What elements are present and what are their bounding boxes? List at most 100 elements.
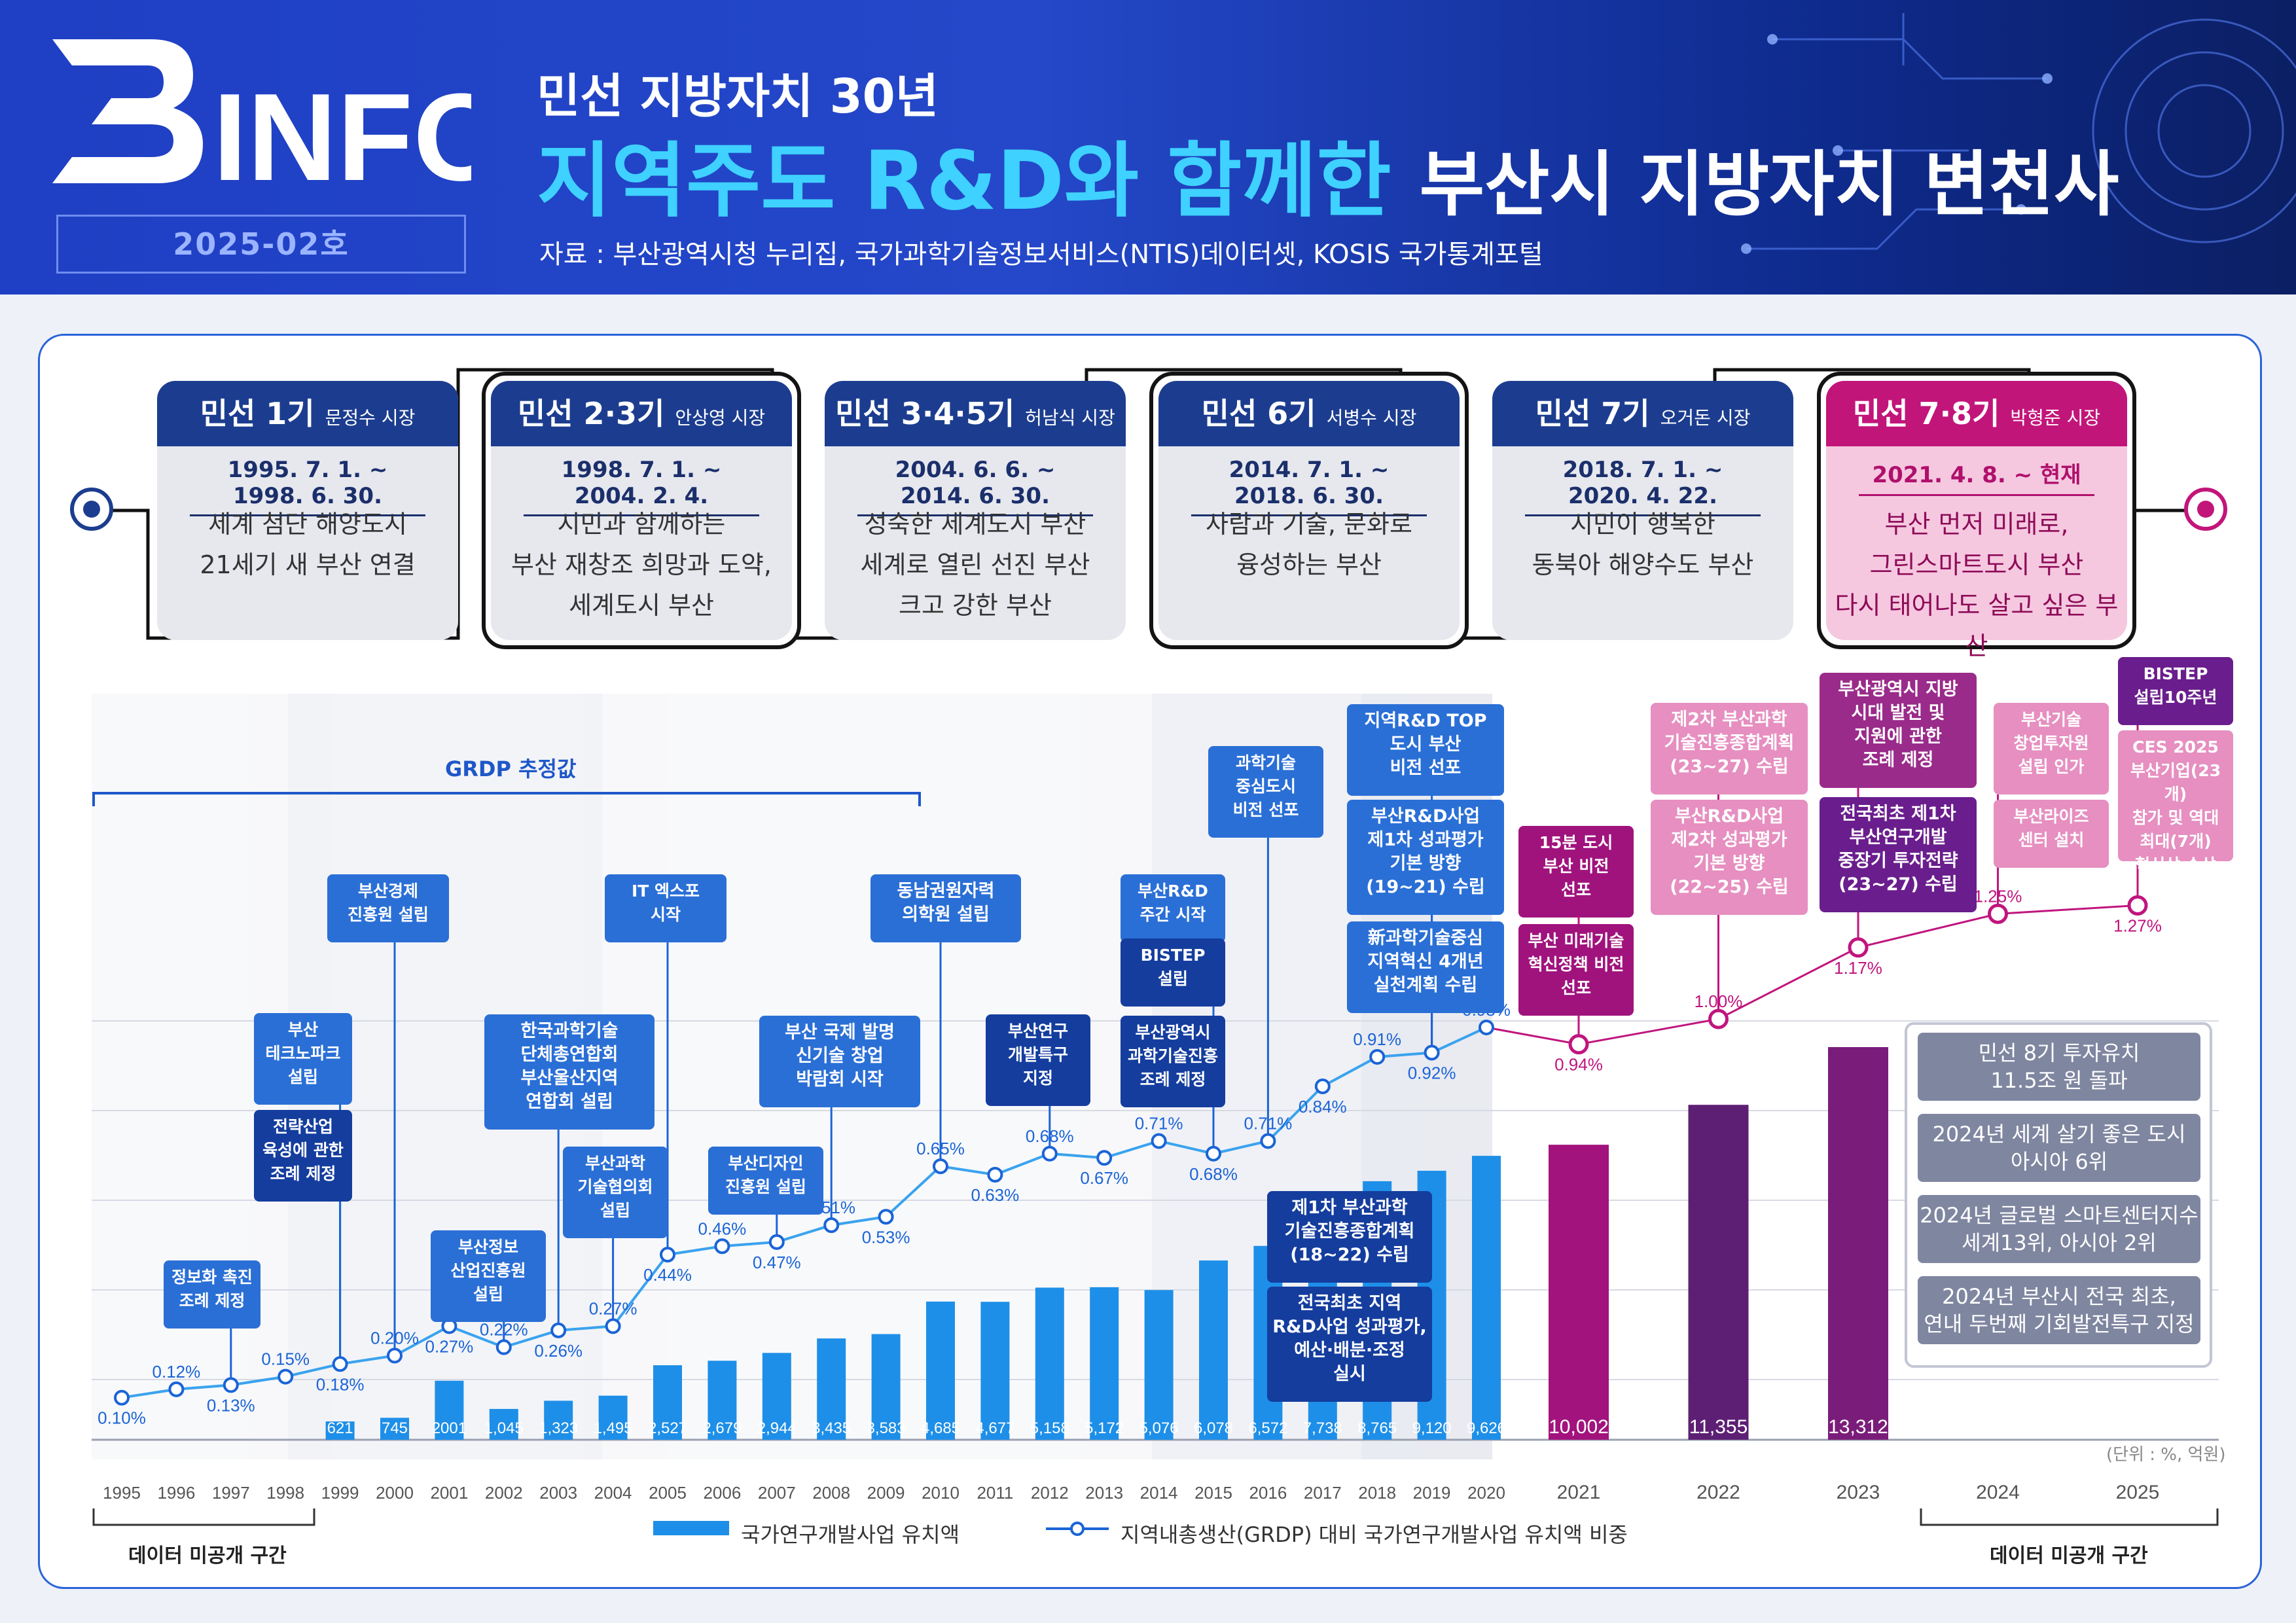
no-data-bracket-left: [92, 1508, 315, 1526]
event-annotation: IT 엑스포 시작: [605, 874, 726, 942]
line-value-label: 0.10%: [98, 1408, 146, 1428]
bar-value-label: 5,172: [1085, 1419, 1124, 1437]
bar: [980, 1302, 1010, 1440]
line-value-label: 1.00%: [1695, 991, 1743, 1011]
no-data-label-right: 데이터 미공개 구간: [1990, 1544, 2148, 1567]
card-slogan: 시민이 행복한 동북아 해양수도 부산: [1532, 510, 1754, 579]
bar-value-label: 1,495: [594, 1419, 633, 1437]
line-value-label: 1.25%: [1974, 886, 2022, 906]
x-tick-label: 2021: [1557, 1482, 1601, 1503]
bar-value-label: 2,679: [702, 1419, 742, 1437]
bar: [1472, 1156, 1501, 1440]
event-annotation: 부산디자인 진흥원 설립: [708, 1147, 823, 1215]
stat-item: 2024년 글로벌 스마트센터지수 세계13위, 아시아 2위: [1918, 1195, 2200, 1263]
line-point: [1424, 1044, 1440, 1061]
source-note: 자료 : 부산광역시청 누리집, 국가과학기술정보서비스(NTIS)데이터셋, …: [539, 240, 1543, 270]
line-value-label: 1.27%: [2113, 916, 2162, 936]
line-point: [114, 1389, 130, 1406]
card-body: 민선 6기 서병수 시장 2014. 7. 1. ~ 2018. 6. 30. 사람…: [1158, 381, 1460, 640]
x-tick-label: 2004: [594, 1483, 632, 1503]
card-body: 민선 7·8기 박형준 시장 2021. 4. 8. ~ 현재 부산 먼저 미래로,…: [1826, 381, 2127, 660]
event-annotation: 부산광역시 과학기술진흥 조례 제정: [1121, 1016, 1225, 1107]
line-path-magenta: [1486, 904, 2138, 1046]
line-point: [605, 1318, 621, 1334]
event-annotation: 부산라이즈 센터 설치: [1994, 800, 2109, 868]
x-tick-label: 2009: [867, 1483, 905, 1503]
line-point: [823, 1217, 840, 1234]
line-value-label: 0.91%: [1353, 1029, 1401, 1049]
event-annotation: BISTEP 설립: [1121, 938, 1225, 1007]
line-point: [768, 1234, 785, 1250]
event-annotation: BISTEP 설립10주년: [2118, 657, 2233, 725]
term-card: 민선 3·4·5기 허남식 시장 2004. 6. 6. ~ 2014. 6. 3…: [816, 372, 1135, 649]
line-value-label: 0.12%: [152, 1362, 201, 1382]
bar-value-label: 11,355: [1689, 1416, 1748, 1438]
bar: [489, 1408, 518, 1440]
bar: [1688, 1105, 1749, 1440]
card-body: 민선 1기 문정수 시장 1995. 7. 1. ~ 1998. 6. 30. 세계…: [157, 381, 458, 640]
bar-value-label: 4,685: [921, 1419, 960, 1437]
line-value-label: 0.27%: [425, 1336, 474, 1356]
line-value-label: 0.71%: [1135, 1114, 1183, 1133]
mayor-label: 오거돈 시장: [1660, 407, 1751, 429]
bar: [598, 1395, 628, 1440]
x-tick-label: 2024: [1976, 1482, 2020, 1503]
x-tick-label: 2020: [1467, 1483, 1505, 1503]
card-term: 민선 7기 오거돈 시장: [1492, 381, 1793, 446]
x-tick-label: 2023: [1837, 1482, 1880, 1503]
line-point: [1479, 1019, 1494, 1035]
line-point: [550, 1322, 567, 1338]
event-annotation: 정보화 촉진 조례 제정: [164, 1260, 260, 1329]
bar-value-label: 621: [327, 1419, 353, 1437]
event-annotation: 부산 미래기술 혁신정책 비전 선포: [1518, 924, 1634, 1016]
line-point: [332, 1356, 348, 1372]
card-period: 2014. 7. 1. ~ 2018. 6. 30.: [1191, 457, 1427, 516]
x-tick-label: 2005: [649, 1483, 687, 1503]
issue-number: 2025-02호: [56, 215, 466, 274]
stat-item: 2024년 세계 살기 좋은 도시 아시아 6위: [1918, 1114, 2200, 1182]
x-tick-label: 2010: [922, 1483, 960, 1503]
bar: [653, 1365, 682, 1440]
page-supertitle: 민선 지방자치 30년: [537, 69, 939, 124]
term-label: 민선 7·8기: [1852, 396, 2000, 431]
bar-value-label: 6,572: [1248, 1419, 1287, 1437]
card-slogan: 세계 첨단 해양도시 21세기 새 부산 연결: [200, 510, 416, 579]
x-tick-label: 2006: [703, 1483, 741, 1503]
event-annotation: CES 2025 부산기업(23개) 참가 및 역대 최대(7개) 혁신상 수상: [2118, 730, 2233, 874]
line-value-label: 0.22%: [480, 1320, 528, 1340]
term-card: 민선 1기 문정수 시장 1995. 7. 1. ~ 1998. 6. 30. 세계…: [148, 372, 467, 649]
line-value-label: 0.68%: [1026, 1126, 1074, 1146]
stat-item: 민선 8기 투자유치 11.5조 원 돌파: [1918, 1033, 2200, 1101]
line-value-label: 0.15%: [261, 1349, 310, 1369]
bar-value-label: 3,435: [812, 1419, 851, 1437]
term-label: 민선 7기: [1535, 396, 1650, 431]
event-annotation: 부산경제 진흥원 설립: [327, 874, 449, 942]
event-annotation: 동남권원자력 의학원 설립: [870, 874, 1021, 942]
event-annotation: 제2차 부산과학 기술진흥종합계획 (23~27) 수립: [1651, 703, 1808, 794]
bar-value-label: 745: [382, 1419, 408, 1437]
line-point: [660, 1247, 675, 1263]
event-annotation: 부산과학 기술협의회 설립: [563, 1147, 668, 1238]
event-annotation: 부산광역시 지방 시대 발전 및 지원에 관한 조례 제정: [1820, 673, 1977, 788]
bar: [325, 1421, 355, 1440]
card-period: 2004. 6. 6. ~ 2014. 6. 30.: [857, 457, 1093, 516]
x-tick-label: 2025: [2116, 1482, 2160, 1503]
line-point: [1708, 1008, 1729, 1029]
bar-value-label: 3,583: [867, 1419, 906, 1437]
line-point: [714, 1238, 730, 1255]
x-tick-label: 1997: [212, 1483, 250, 1503]
mayor-label: 서병수 시장: [1326, 407, 1417, 429]
no-data-bracket-right: [1920, 1508, 2219, 1526]
bar-value-label: 5,076: [1139, 1419, 1179, 1437]
bar-value-label: 6,078: [1194, 1419, 1233, 1437]
x-tick-label: 2007: [758, 1483, 796, 1503]
card-body: 민선 2·3기 안상영 시장 1998. 7. 1. ~ 2004. 2. 4. 시…: [491, 381, 792, 640]
bar-value-label: 9,626: [1467, 1419, 1506, 1437]
x-tick-label: 2016: [1249, 1483, 1287, 1503]
line-value-label: 0.68%: [1189, 1164, 1238, 1184]
event-annotation: 제1차 부산과학 기술진흥종합계획 (18~22) 수립: [1267, 1191, 1432, 1283]
x-tick-label: 2017: [1304, 1483, 1342, 1503]
header-banner: INFO 2025-02호 민선 지방자치 30년 지역주도 R&D와 함께한 …: [0, 0, 2296, 294]
bar-value-label: 2,944: [757, 1419, 797, 1437]
term-label: 민선 6기: [1201, 396, 1316, 431]
